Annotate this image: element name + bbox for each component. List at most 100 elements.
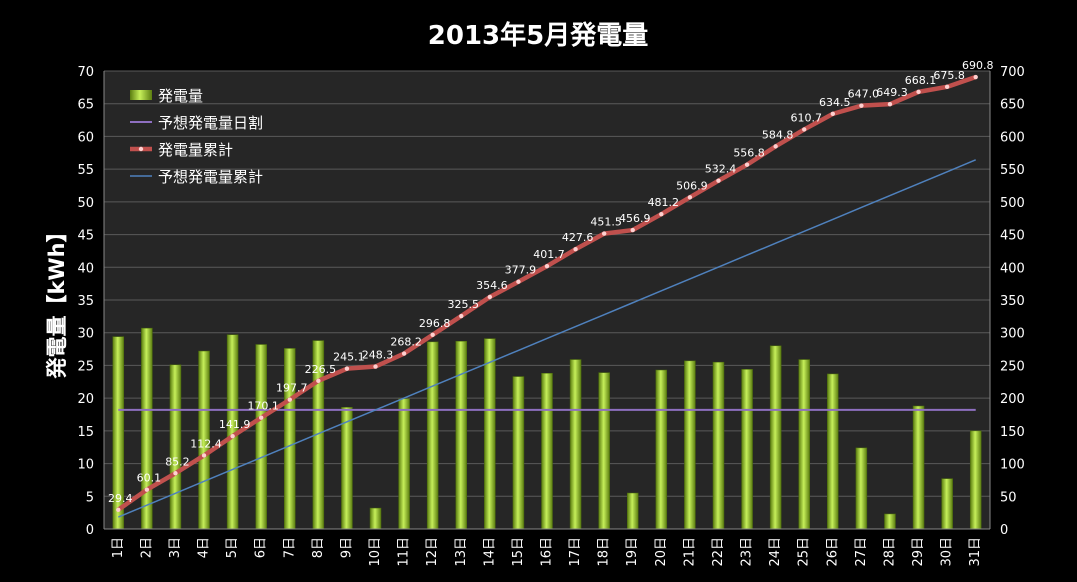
bar [255, 344, 267, 530]
x-tick-label: 17日 [568, 537, 583, 567]
bar [284, 348, 296, 530]
y2-tick-label: 200 [1000, 392, 1025, 407]
cumulative-data-label: 60.1 [137, 472, 162, 485]
cumulative-data-label: 354.6 [476, 279, 508, 292]
cumulative-data-label: 506.9 [676, 179, 708, 192]
bar [712, 361, 725, 530]
y2-tick-label: 100 [1000, 458, 1025, 473]
cumulative-point [544, 263, 550, 269]
cumulative-point [601, 231, 607, 236]
x-tick-label: 30日 [940, 537, 955, 567]
cumulative-data-label: 377.9 [505, 264, 537, 277]
x-tick-label: 19日 [625, 537, 640, 567]
x-tick-label: 24日 [768, 537, 783, 567]
cumulative-point [944, 84, 950, 90]
cumulative-data-label: 690.8 [962, 59, 994, 72]
y-tick-label: 25 [77, 359, 94, 374]
cumulative-data-label: 610.7 [790, 111, 822, 124]
cumulative-data-label: 296.8 [419, 317, 451, 330]
cumulative-point [201, 453, 207, 458]
cumulative-data-label: 325.5 [448, 298, 480, 311]
bar [341, 407, 353, 530]
x-tick-label: 18日 [597, 537, 612, 567]
chart-title: 2013年5月発電量 [428, 20, 648, 51]
cumulative-point [258, 415, 264, 420]
y-tick-label: 35 [77, 294, 94, 309]
y2-tick-label: 650 [1000, 98, 1025, 113]
cumulative-point [630, 227, 635, 233]
x-tick-label: 27日 [854, 537, 869, 567]
y2-tick-label: 450 [1000, 229, 1025, 244]
bar [884, 513, 896, 530]
cumulative-point [973, 74, 978, 80]
cumulative-point [802, 127, 807, 132]
y-tick-label: 55 [77, 163, 94, 178]
y-tick-label: 20 [77, 392, 94, 407]
x-tick-label: 25日 [797, 537, 812, 567]
bar [827, 373, 839, 530]
cumulative-point [916, 89, 921, 95]
cumulative-point [401, 351, 407, 356]
y2-tick-label: 50 [1000, 490, 1017, 505]
cumulative-data-label: 634.5 [819, 96, 851, 109]
x-tick-label: 10日 [368, 537, 383, 567]
x-tick-label: 8日 [311, 537, 326, 558]
y2-tick-label: 0 [1000, 523, 1008, 538]
bar [684, 360, 696, 530]
cumulative-point [373, 364, 378, 369]
bar [912, 405, 925, 530]
x-tick-label: 15日 [511, 537, 526, 567]
bar [798, 359, 810, 530]
line-series [116, 74, 978, 518]
cumulative-data-label: 401.7 [533, 248, 565, 261]
cumulative-data-label: 675.8 [933, 69, 965, 82]
cumulative-point [116, 507, 121, 512]
cumulative-data-label: 668.1 [905, 74, 937, 87]
bar [626, 492, 639, 530]
x-tick-label: 5日 [225, 537, 240, 558]
y-tick-label: 0 [86, 523, 94, 538]
x-tick-label: 20日 [654, 537, 669, 567]
y-tick-label: 30 [77, 327, 94, 342]
cumulative-data-label: 112.4 [190, 437, 222, 450]
cumulative-point [859, 103, 864, 108]
y-tick-label: 45 [77, 229, 94, 244]
bar [398, 398, 410, 530]
bar [655, 369, 668, 530]
y2-tick-label: 400 [1000, 261, 1025, 276]
x-tick-label: 3日 [168, 537, 183, 558]
y2-tick-label: 350 [1000, 294, 1025, 309]
x-tick-label: 16日 [540, 537, 555, 567]
cumulative-point [344, 366, 350, 371]
forecast-cumulative-line [118, 159, 976, 518]
cumulative-point [516, 279, 521, 284]
bar [769, 345, 782, 530]
cumulative-data-label: 170.1 [247, 400, 279, 413]
cumulative-point [659, 211, 664, 217]
y-tick-label: 65 [77, 98, 94, 113]
cumulative-data-label: 245.1 [333, 351, 365, 364]
cumulative-point [716, 178, 721, 183]
cumulative-point [887, 101, 893, 107]
cumulative-data-label: 456.9 [619, 212, 651, 225]
legend-label: 予想発電量累計 [158, 168, 263, 186]
bar [969, 430, 982, 530]
x-tick-label: 13日 [454, 537, 469, 567]
cumulative-point [173, 471, 178, 476]
cumulative-point [830, 111, 836, 117]
y-tick-label: 40 [77, 261, 94, 276]
x-tick-label: 9日 [339, 537, 354, 558]
cumulative-data-label: 532.4 [705, 163, 737, 176]
bar [169, 364, 182, 530]
cumulative-data-label: 197.7 [276, 382, 308, 395]
y2-tick-label: 150 [1000, 425, 1025, 440]
x-tick-label: 2日 [139, 537, 154, 558]
cumulative-point [144, 487, 150, 492]
bar [141, 327, 153, 530]
y-tick-label: 10 [77, 458, 94, 473]
legend-swatch-marker [138, 146, 144, 152]
